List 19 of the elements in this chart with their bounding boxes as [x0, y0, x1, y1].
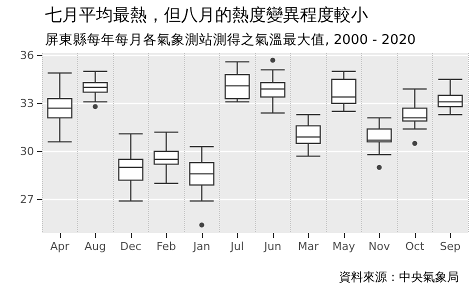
x-tick-label: Sep [440, 240, 461, 253]
y-tick-label: 27 [20, 192, 34, 206]
chart-subtitle: 屏東縣每年每月各氣象測站測得之氣溫最大值, 2000 - 2020 [45, 32, 416, 48]
x-tick-label: May [332, 240, 356, 253]
x-tick-label: Jan [192, 240, 210, 253]
x-tick-label: Mar [298, 240, 320, 253]
y-tick-label: 36 [20, 48, 34, 62]
y-tick-label: 30 [20, 144, 34, 158]
x-tick-label: Aug [84, 240, 106, 253]
x-tick-label: Apr [50, 240, 70, 253]
x-tick-label: Jul [230, 240, 244, 253]
x-tick-label: Nov [368, 240, 390, 253]
y-tick-label: 33 [20, 96, 34, 110]
x-tick-label: Oct [405, 240, 425, 253]
x-tick-label: Jun [263, 240, 282, 253]
x-tick-label: Feb [156, 240, 176, 253]
source-note: 資料來源：中央氣象局 [339, 270, 459, 284]
x-tick-label: Dec [120, 240, 142, 253]
chart-title: 七月平均最熱，但八月的熱度變異程度較小 [45, 6, 368, 26]
